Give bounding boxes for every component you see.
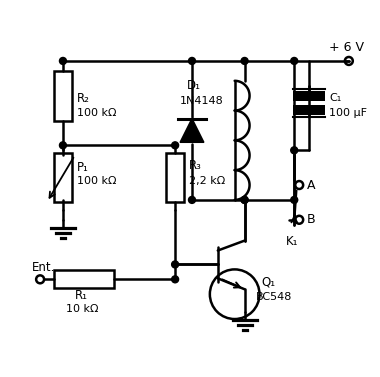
Bar: [166, 153, 184, 202]
Text: P₁: P₁: [77, 161, 89, 174]
Text: B: B: [307, 213, 316, 226]
Circle shape: [172, 261, 179, 268]
Text: Q₁: Q₁: [261, 276, 276, 289]
Text: 2,2 kΩ: 2,2 kΩ: [189, 176, 225, 185]
Text: BC548: BC548: [255, 292, 292, 302]
Text: R₃: R₃: [189, 159, 202, 172]
Text: 100 kΩ: 100 kΩ: [77, 107, 116, 118]
Text: K₁: K₁: [286, 235, 299, 248]
Circle shape: [291, 196, 298, 203]
Text: Ent.: Ent.: [32, 261, 55, 274]
Polygon shape: [180, 118, 204, 143]
Circle shape: [188, 57, 195, 64]
Circle shape: [172, 276, 179, 283]
Text: 100 μF: 100 μF: [329, 107, 367, 118]
Bar: [293, 91, 325, 101]
Circle shape: [59, 57, 66, 64]
Text: C₁: C₁: [329, 93, 341, 103]
Text: R₂: R₂: [77, 92, 90, 105]
Bar: [293, 105, 325, 115]
Text: 10 kΩ: 10 kΩ: [66, 304, 98, 314]
Text: 100 kΩ: 100 kΩ: [77, 176, 116, 186]
Circle shape: [59, 142, 66, 149]
Circle shape: [241, 196, 248, 203]
Bar: [54, 270, 114, 288]
Bar: [54, 71, 72, 121]
Circle shape: [188, 196, 195, 203]
Text: 1N4148: 1N4148: [180, 96, 224, 106]
Bar: [54, 153, 72, 202]
Text: R₁: R₁: [75, 289, 88, 302]
Text: + 6 V: + 6 V: [329, 41, 364, 54]
Circle shape: [172, 142, 179, 149]
Circle shape: [291, 57, 298, 64]
Text: D₁: D₁: [187, 79, 201, 92]
Circle shape: [291, 147, 298, 154]
Circle shape: [241, 57, 248, 64]
Circle shape: [241, 196, 248, 203]
Text: A: A: [307, 179, 316, 192]
